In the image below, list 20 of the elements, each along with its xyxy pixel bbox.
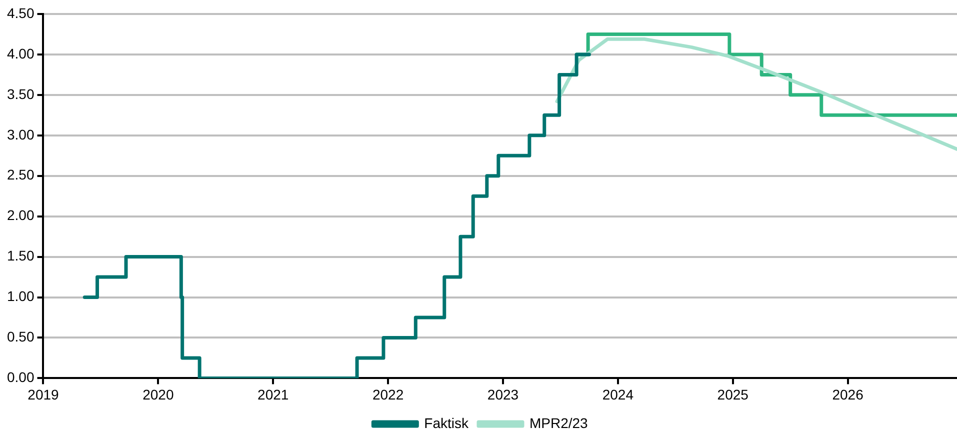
y-tick-label: 2.00: [7, 207, 34, 224]
legend-label: Faktisk: [424, 414, 470, 431]
y-tick-label: 4.00: [7, 45, 34, 62]
y-tick-label: 2.50: [7, 166, 34, 183]
y-tick-label: 1.00: [7, 288, 34, 304]
y-tick-label: 0.50: [7, 328, 34, 345]
y-tick-label: 0.00: [7, 369, 34, 386]
y-tick-label: 3.00: [7, 126, 34, 142]
x-tick-label: 2024: [602, 386, 634, 402]
y-tick-label: 1.50: [7, 248, 34, 264]
x-tick-label: 2023: [487, 386, 519, 402]
x-tick-label: 2021: [258, 386, 289, 402]
legend-label: MPR2/23: [529, 414, 588, 431]
x-tick-label: 2020: [142, 386, 174, 402]
x-tick-label: 2026: [832, 386, 864, 402]
y-tick-label: 4.50: [7, 4, 34, 21]
x-tick-label: 2025: [717, 386, 749, 402]
x-tick-label: 2019: [28, 386, 60, 402]
y-tick-label: 3.50: [7, 86, 34, 102]
x-tick-label: 2022: [372, 386, 404, 402]
